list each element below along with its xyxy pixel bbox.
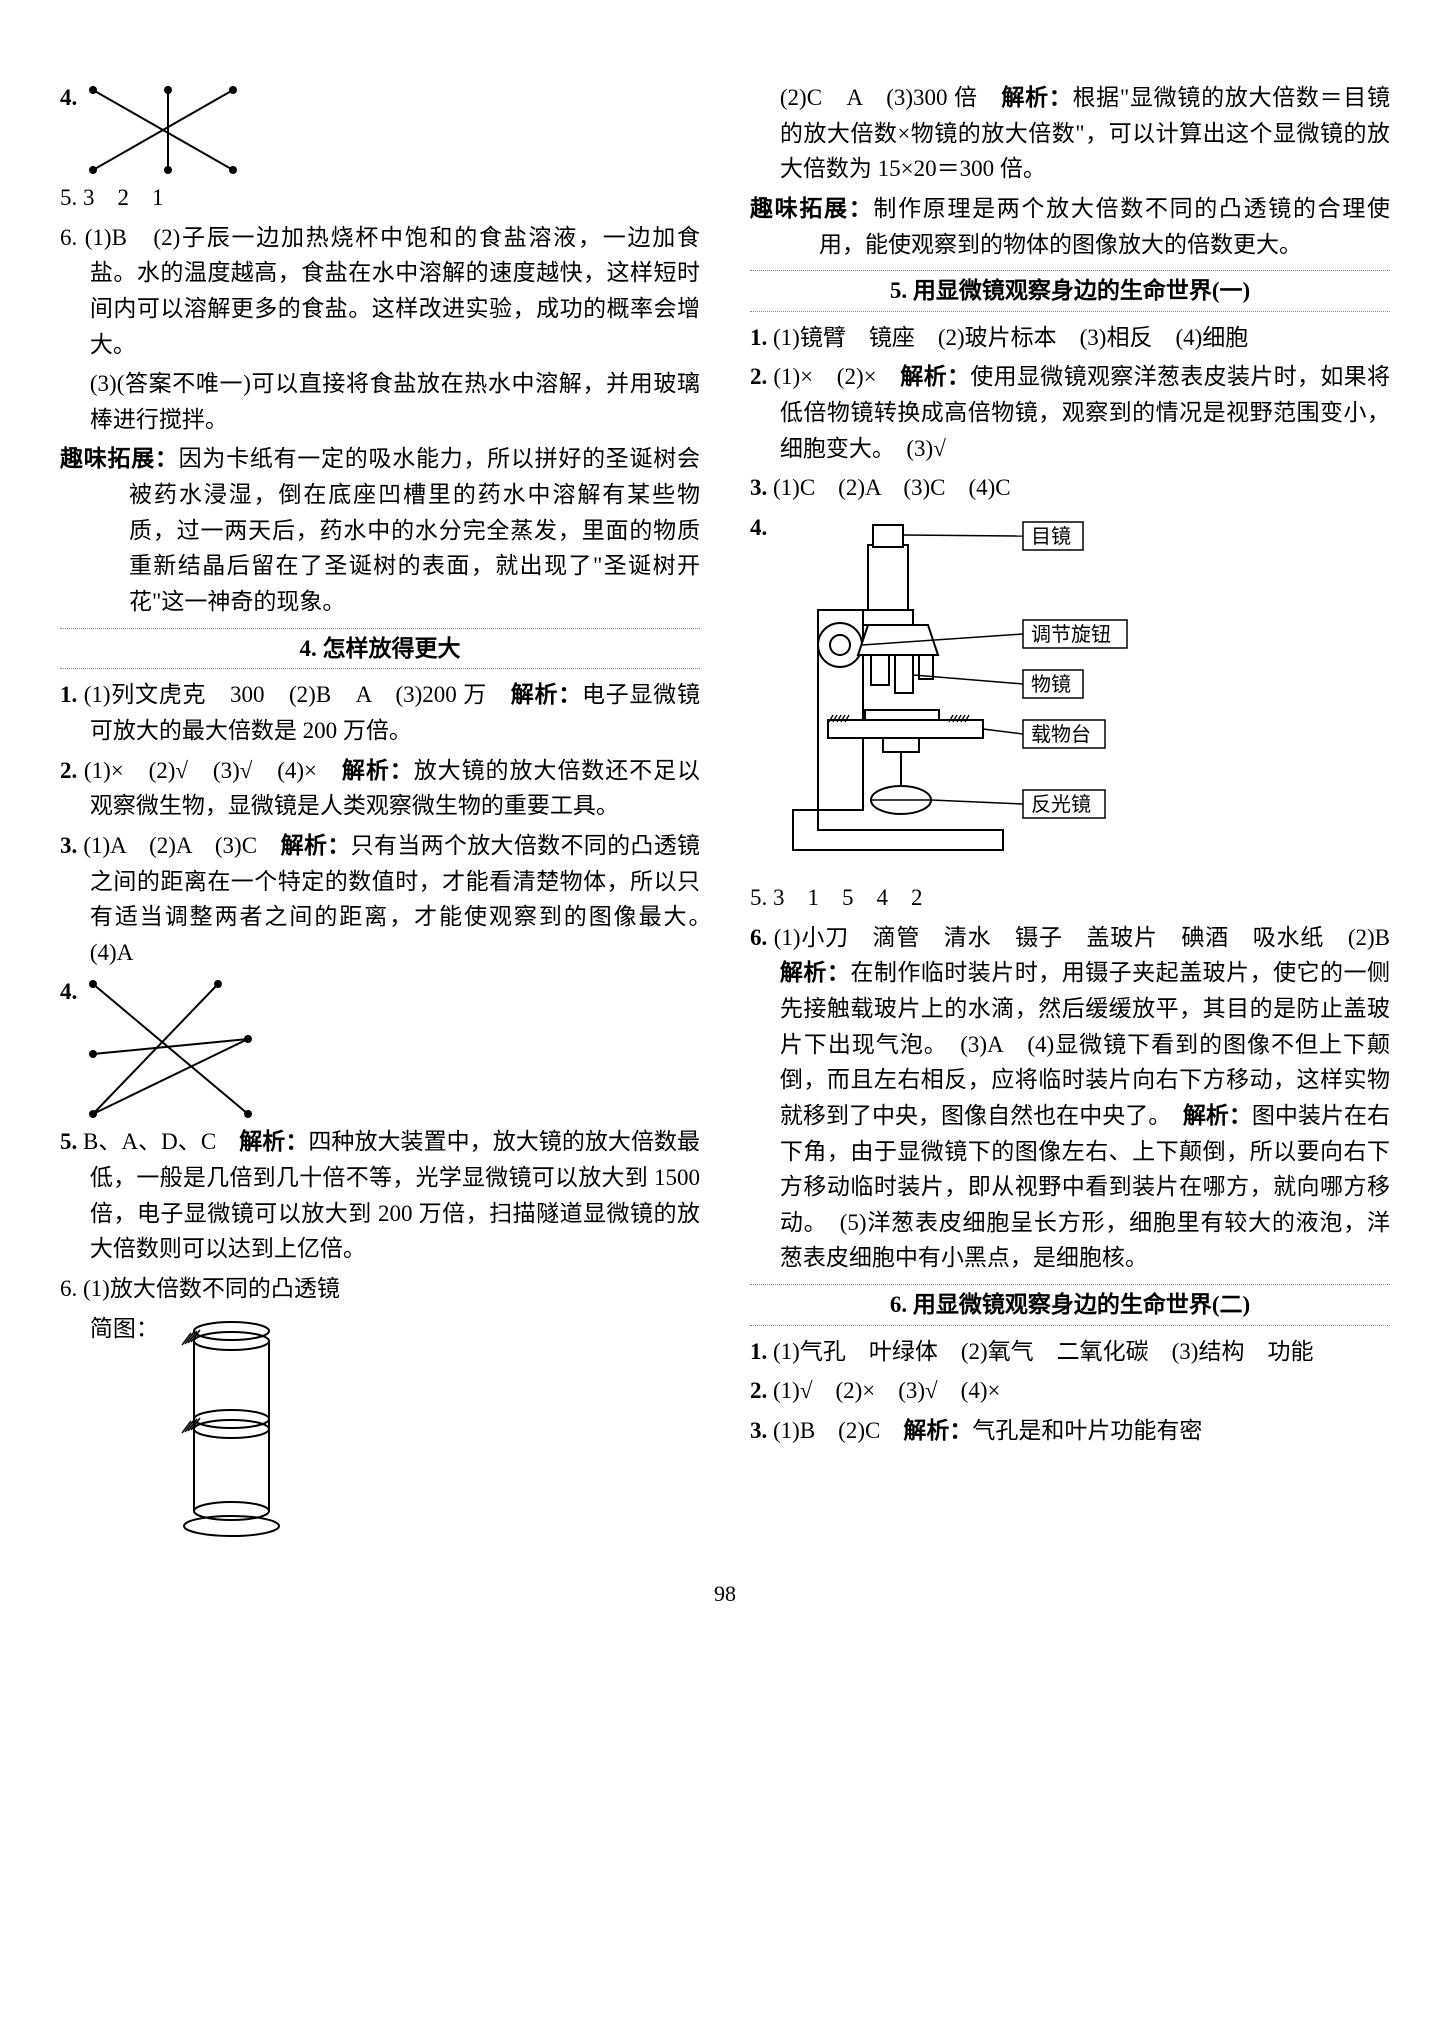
sec5-q3: 3. (1)C (2)A (3)C (4)C xyxy=(750,470,1390,506)
sec4-q4-block: 4. xyxy=(60,974,700,1124)
sec5-q5: 5. 3 1 5 4 2 xyxy=(750,880,1390,916)
right-cont: (2)C A (3)300 倍 解析：根据"显微镜的放大倍数＝目镜的放大倍数×物… xyxy=(750,80,1390,187)
sec4-q2: 2. (1)× (2)√ (3)√ (4)× 解析：放大镜的放大倍数还不足以观察… xyxy=(60,753,700,824)
sec5-q4-block: 4. 目镜调节旋钮物镜载物台反光镜 xyxy=(750,510,1390,880)
section-6-title: 6. 用显微镜观察身边的生命世界(二) xyxy=(750,1284,1390,1326)
sec4-q1: 1. (1)列文虎克 300 (2)B A (3)200 万 解析：电子显微镜可… xyxy=(60,677,700,748)
q5: 5. 3 2 1 xyxy=(60,180,700,216)
sec4-q6a: 6. (1)放大倍数不同的凸透镜 xyxy=(60,1271,700,1307)
sec6-q2: 2. (1)√ (2)× (3)√ (4)× xyxy=(750,1373,1390,1409)
svg-text:反光镜: 反光镜 xyxy=(1031,793,1091,816)
sec5-q6: 6. (1)小刀 滴管 清水 镊子 盖玻片 碘酒 吸水纸 (2)B 解析：在制作… xyxy=(750,920,1390,1276)
q4-label: 4. xyxy=(60,80,77,116)
svg-text:调节旋钮: 调节旋钮 xyxy=(1031,623,1111,646)
matching-diagram-1 xyxy=(83,80,273,180)
sec5-q2: 2. (1)× (2)× 解析：使用显微镜观察洋葱表皮装片时，如果将低倍物镜转换… xyxy=(750,359,1390,466)
section-5-title: 5. 用显微镜观察身边的生命世界(一) xyxy=(750,270,1390,312)
sec5-q4-label: 4. xyxy=(750,510,767,546)
matching-diagram-2 xyxy=(83,974,273,1124)
fun-label: 趣味拓展： xyxy=(60,446,179,471)
sec6-q1: 1. (1)气孔 叶绿体 (2)氧气 二氧化碳 (3)结构 功能 xyxy=(750,1334,1390,1370)
sec5-q1: 1. (1)镜臂 镜座 (2)玻片标本 (3)相反 (4)细胞 xyxy=(750,320,1390,356)
svg-text:物镜: 物镜 xyxy=(1031,673,1071,696)
q6-p2: (3)(答案不唯一)可以直接将食盐放在热水中溶解，并用玻璃棒进行搅拌。 xyxy=(60,366,700,437)
microscope-diagram: 目镜调节旋钮物镜载物台反光镜 xyxy=(773,510,1213,880)
sec4-q3: 3. (1)A (2)A (3)C 解析：只有当两个放大倍数不同的凸透镜之间的距… xyxy=(60,828,700,971)
sec6-q3: 3. (1)B (2)C 解析：气孔是和叶片功能有密 xyxy=(750,1413,1390,1449)
fun-extension-left: 趣味拓展：因为卡纸有一定的吸水能力，所以拼好的圣诞树会被药水浸湿，倒在底座凹槽里… xyxy=(60,441,700,619)
page-number: 98 xyxy=(0,1581,1450,1647)
section-4-title: 4. 怎样放得更大 xyxy=(60,628,700,670)
q6-p1: 6. (1)B (2)子辰一边加热烧杯中饱和的食盐溶液，一边加食盐。水的温度越高… xyxy=(60,220,700,363)
sec4-q5: 5. B、A、D、C 解析：四种放大装置中，放大镜的放大倍数最低，一般是几倍到几… xyxy=(60,1124,700,1267)
right-column: (2)C A (3)300 倍 解析：根据"显微镜的放大倍数＝目镜的放大倍数×物… xyxy=(750,80,1390,1541)
sec4-q4-label: 4. xyxy=(60,974,77,1010)
left-column: 4. 5. 3 2 1 6. (1)B (2)子辰一边加热烧杯中饱和的食盐溶液，… xyxy=(60,80,700,1541)
q4-block: 4. xyxy=(60,80,700,180)
sec4-q6b-label: 简图： xyxy=(90,1311,159,1347)
page: 4. 5. 3 2 1 6. (1)B (2)子辰一边加热烧杯中饱和的食盐溶液，… xyxy=(0,0,1450,1581)
svg-text:目镜: 目镜 xyxy=(1031,525,1071,548)
lens-tube-diagram xyxy=(159,1311,379,1541)
fun-extension-right: 趣味拓展：制作原理是两个放大倍数不同的凸透镜的合理使用，能使观察到的物体的图像放… xyxy=(750,191,1390,262)
fun-text: 因为卡纸有一定的吸水能力，所以拼好的圣诞树会被药水浸湿，倒在底座凹槽里的药水中溶… xyxy=(129,446,700,614)
sec4-q6b-block: 简图： xyxy=(60,1311,700,1541)
svg-text:载物台: 载物台 xyxy=(1031,723,1091,746)
